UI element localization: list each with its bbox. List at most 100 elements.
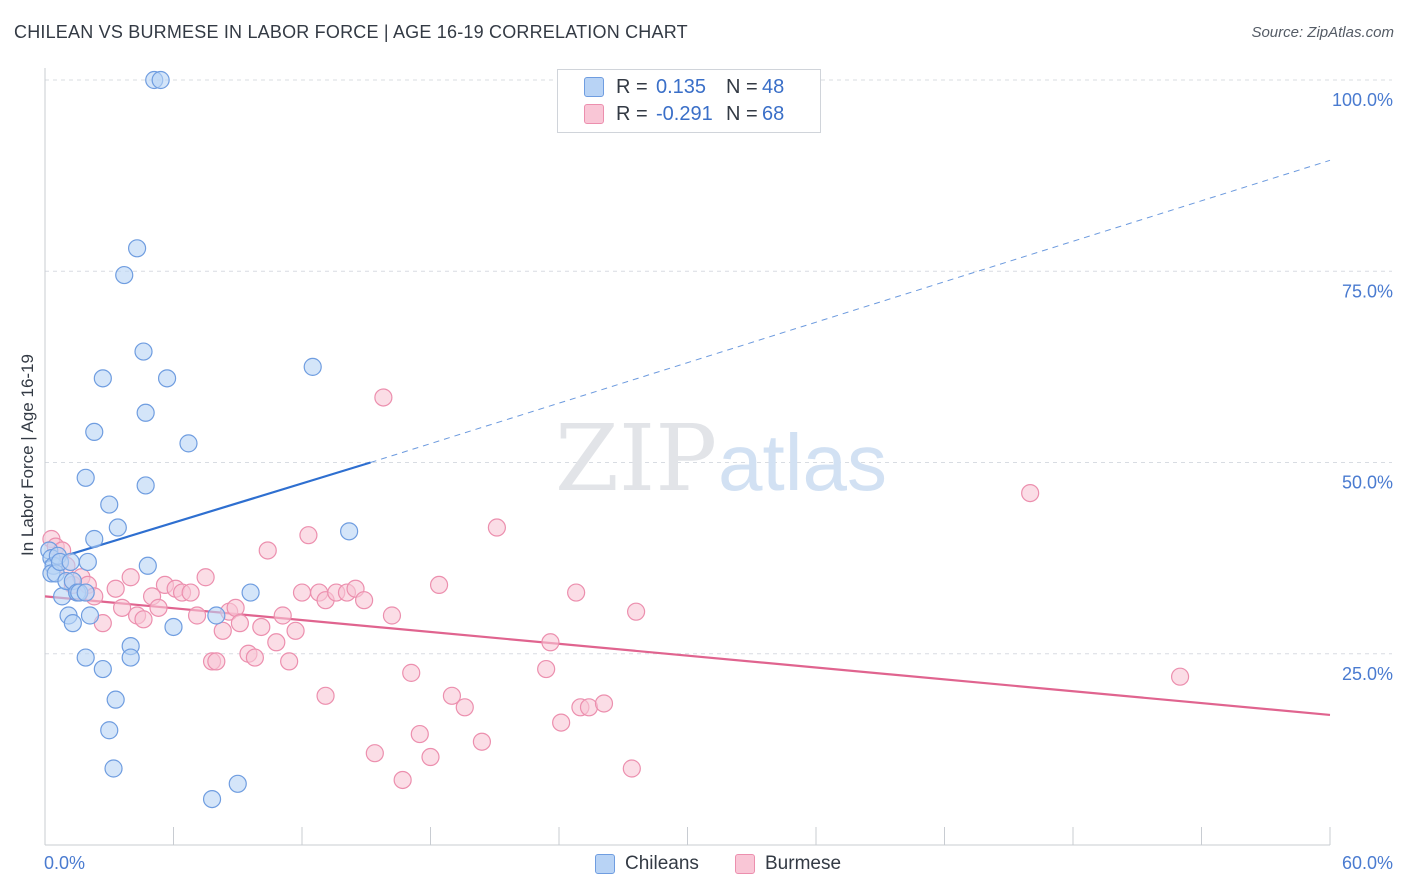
burmese-point	[231, 615, 248, 632]
burmese-point	[317, 687, 334, 704]
burmese-point	[553, 714, 570, 731]
watermark-zip: ZIP	[555, 405, 717, 512]
chilean-point	[109, 519, 126, 536]
chilean-point	[152, 72, 169, 89]
chilean-point	[304, 358, 321, 375]
y-tick-label: 75.0%	[1342, 281, 1393, 301]
chilean-point	[94, 661, 111, 678]
burmese-point	[189, 607, 206, 624]
burmese-point	[411, 726, 428, 743]
chilean-point	[341, 523, 358, 540]
legend-n-value: 48	[762, 76, 784, 99]
burmese-point	[253, 618, 270, 635]
burmese-point	[182, 584, 199, 601]
burmese-point	[375, 389, 392, 406]
chilean-point	[122, 649, 139, 666]
legend-n-label: N =	[726, 76, 762, 99]
watermark-atlas: atlas	[718, 418, 887, 507]
burmese-point	[135, 611, 152, 628]
legend-swatch-chileans	[584, 77, 604, 97]
chilean-point	[86, 531, 103, 548]
chilean-point	[79, 553, 96, 570]
gridlines	[45, 80, 1392, 654]
chilean-point	[165, 618, 182, 635]
chilean-point	[139, 557, 156, 574]
chilean-point	[77, 469, 94, 486]
burmese-point	[287, 622, 304, 639]
burmese-point	[431, 576, 448, 593]
burmese-point	[542, 634, 559, 651]
chilean-point	[180, 435, 197, 452]
chilean-point	[64, 615, 81, 632]
burmese-point	[227, 599, 244, 616]
legend-n-value: 68	[762, 103, 784, 126]
chilean-point	[77, 584, 94, 601]
correlation-legend: R = 0.135 N = 48 R = -0.291 N = 68	[557, 69, 821, 133]
y-tick-label: 50.0%	[1342, 473, 1393, 493]
burmese-point	[214, 622, 231, 639]
burmese-point	[259, 542, 276, 559]
chilean-point	[101, 722, 118, 739]
chilean-point	[135, 343, 152, 360]
burmese-point	[122, 569, 139, 586]
legend-row-chileans: R = 0.135 N = 48	[584, 75, 784, 99]
chilean-point	[159, 370, 176, 387]
burmese-point	[394, 771, 411, 788]
chilean-point	[208, 607, 225, 624]
chilean-point	[94, 370, 111, 387]
chilean-point	[204, 791, 221, 808]
legend-n-label: N =	[726, 103, 762, 126]
burmese-point	[208, 653, 225, 670]
burmese-point	[595, 695, 612, 712]
burmese-point	[628, 603, 645, 620]
burmese-point	[107, 580, 124, 597]
burmese-point	[422, 749, 439, 766]
burmese-point	[568, 584, 585, 601]
chilean-point	[242, 584, 259, 601]
burmese-point	[356, 592, 373, 609]
legend-r-label: R =	[616, 76, 656, 99]
burmese-point	[1022, 485, 1039, 502]
burmese-point	[274, 607, 291, 624]
bottom-legend-label-burmese: Burmese	[765, 853, 841, 875]
chilean-point	[229, 775, 246, 792]
x-tick-label-min: 0.0%	[44, 853, 85, 873]
bottom-legend-swatch-chileans	[595, 854, 615, 874]
x-tick-label-max: 60.0%	[1342, 853, 1393, 873]
burmese-point	[403, 664, 420, 681]
bottom-legend-chileans: Chileans	[595, 852, 699, 876]
chilean-point	[62, 553, 79, 570]
chilean-point	[105, 760, 122, 777]
legend-swatch-burmese	[584, 104, 604, 124]
bottom-legend-burmese: Burmese	[735, 852, 841, 876]
burmese-point	[456, 699, 473, 716]
y-tick-labels: 25.0% 50.0% 75.0% 100.0%	[1332, 90, 1393, 684]
chilean-point	[137, 477, 154, 494]
bottom-legend-swatch-burmese	[735, 854, 755, 874]
burmese-point	[473, 733, 490, 750]
chilean-point	[107, 691, 124, 708]
legend-r-label: R =	[616, 103, 656, 126]
legend-r-value: 0.135	[656, 76, 726, 99]
chilean-point	[86, 423, 103, 440]
burmese-point	[268, 634, 285, 651]
burmese-point	[294, 584, 311, 601]
chilean-point	[101, 496, 118, 513]
chilean-point	[54, 588, 71, 605]
scatter-chart: ZIP atlas 25.0% 50.0% 75.0% 100.0% 0.0% 60.…	[0, 0, 1406, 892]
chilean-point	[116, 267, 133, 284]
burmese-point	[300, 527, 317, 544]
chilean-point	[129, 240, 146, 257]
chilean-point	[77, 649, 94, 666]
legend-row-burmese: R = -0.291 N = 68	[584, 102, 784, 126]
chilean-point	[81, 607, 98, 624]
y-tick-label: 100.0%	[1332, 90, 1393, 110]
burmese-point	[281, 653, 298, 670]
y-tick-label: 25.0%	[1342, 664, 1393, 684]
burmese-point	[246, 649, 263, 666]
burmese-point	[580, 699, 597, 716]
chilean-point	[137, 404, 154, 421]
burmese-point	[538, 661, 555, 678]
y-axis-label: In Labor Force | Age 16-19	[18, 354, 37, 556]
burmese-point	[366, 745, 383, 762]
